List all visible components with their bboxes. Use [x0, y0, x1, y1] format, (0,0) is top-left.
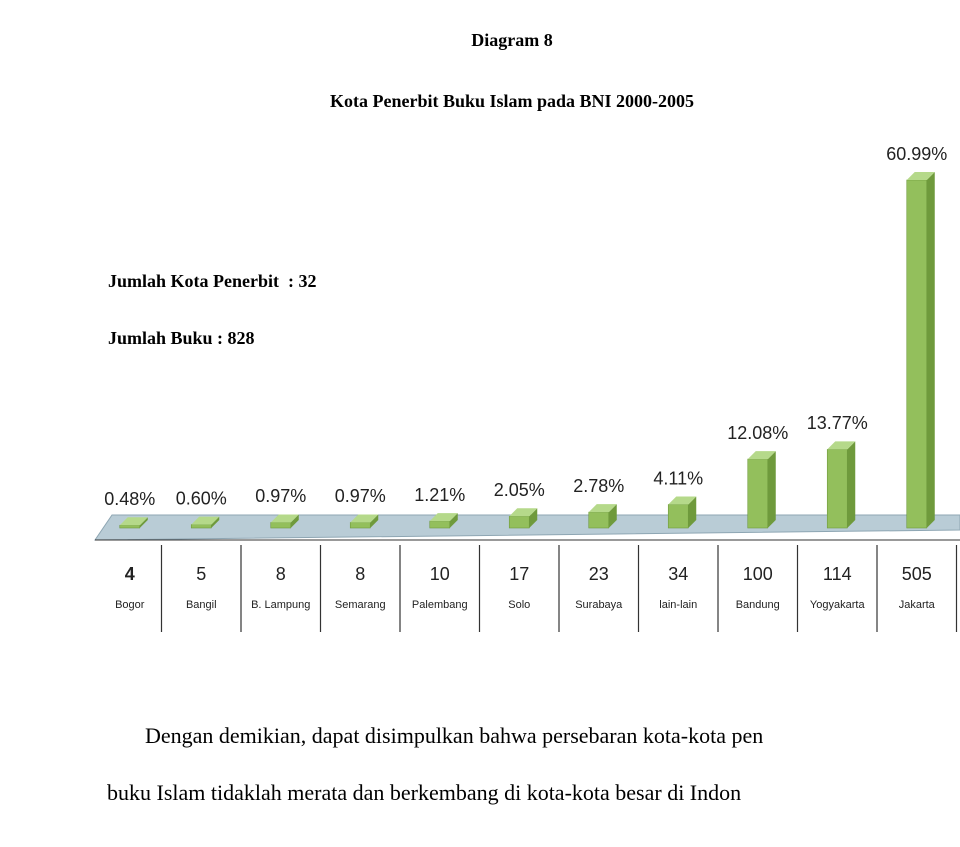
x-tick-label: Jakarta [899, 599, 936, 611]
x-tick-label: Semarang [335, 599, 386, 611]
value-label: 0.97% [335, 486, 386, 506]
bar-front [190, 524, 212, 529]
bar-side [211, 516, 220, 528]
bar-front [119, 524, 141, 529]
bar-front [667, 504, 689, 529]
value-label: 2.05% [494, 480, 545, 500]
count: 4 [125, 564, 135, 584]
paragraph-line: Dengan demikian, dapat disimpulkan bahwa… [145, 723, 763, 748]
annotation: Jumlah Kota Penerbit : 32 [108, 271, 317, 291]
bar-front [826, 449, 848, 529]
bar-side [449, 513, 458, 528]
bar-top [827, 441, 856, 450]
value-label: 1.21% [414, 485, 465, 505]
bar [508, 508, 538, 529]
bar-side [688, 496, 697, 528]
bar-top [270, 514, 299, 523]
bar-front [588, 511, 610, 529]
bar-side [139, 517, 148, 528]
chart-title: Kota Penerbit Buku Islam pada BNI 2000-2… [330, 91, 694, 111]
x-tick-label: Bangil [186, 599, 217, 611]
count: 8 [276, 564, 286, 584]
x-tick-label: Solo [508, 599, 530, 611]
x-tick-label: Palembang [412, 599, 468, 611]
heading: Diagram 8 [471, 30, 552, 50]
bar-front [270, 522, 292, 529]
bar [429, 513, 458, 529]
value-label: 0.97% [255, 486, 306, 506]
bar-top [668, 496, 697, 505]
bar-side [926, 172, 935, 528]
value-label: 60.99% [886, 144, 947, 164]
count: 114 [823, 564, 852, 584]
bar-side [608, 504, 617, 528]
count: 10 [430, 564, 450, 584]
bar-side [529, 508, 538, 528]
bar-front [747, 458, 769, 529]
x-tick-label: lain-lain [659, 599, 697, 611]
count: 505 [902, 564, 932, 584]
paragraph-line: buku Islam tidaklah merata dan berkemban… [107, 780, 741, 805]
bar-top [906, 172, 935, 180]
bar [667, 496, 697, 529]
count: 23 [589, 564, 609, 584]
bar-top [119, 517, 148, 526]
bar-top [191, 516, 220, 525]
bar-top [429, 513, 458, 522]
bar [588, 504, 617, 529]
value-label: 4.11% [653, 468, 703, 488]
bar [906, 172, 935, 529]
bar-side [767, 451, 776, 528]
count: 34 [668, 564, 688, 584]
bar-side [290, 514, 299, 528]
x-tick-label: B. Lampung [251, 599, 310, 611]
bar-top [509, 508, 538, 517]
bar-side [847, 441, 856, 528]
value-label: 13.77% [807, 413, 868, 433]
bar [190, 516, 220, 529]
count: 17 [509, 564, 529, 584]
x-tick-label: Yogyakarta [810, 599, 866, 611]
count: 8 [355, 564, 365, 584]
value-label: 0.48% [104, 489, 155, 509]
bar [826, 441, 856, 529]
bar [119, 517, 148, 529]
bar-front [429, 520, 451, 529]
bar-top [350, 514, 379, 523]
bar-front [508, 516, 530, 529]
value-label: 2.78% [573, 476, 624, 496]
bar [349, 514, 379, 529]
x-tick-label: Surabaya [575, 599, 623, 611]
value-label: 12.08% [727, 423, 788, 443]
bar [270, 514, 299, 529]
bar-front [906, 179, 928, 529]
annotation: Jumlah Buku : 828 [108, 328, 255, 348]
x-tick-label: Bogor [115, 599, 145, 611]
bar-front [349, 522, 371, 529]
bar-top [588, 504, 617, 513]
bar-side [370, 514, 379, 528]
count: 5 [196, 564, 206, 584]
count: 100 [743, 564, 773, 584]
bar-top [747, 451, 776, 460]
x-tick-label: Bandung [736, 599, 780, 611]
bar [747, 451, 776, 529]
value-label: 0.60% [176, 488, 227, 508]
